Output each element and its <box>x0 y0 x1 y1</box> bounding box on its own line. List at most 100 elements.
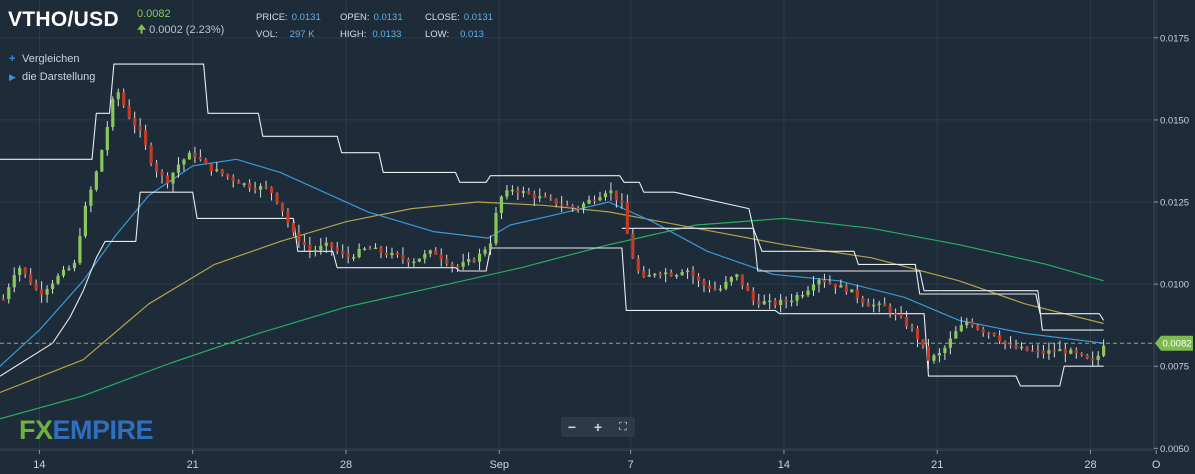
moving-averages <box>0 158 1104 420</box>
display-menu-item[interactable]: ▶ die Darstellung <box>9 71 96 83</box>
price-change: 🠉 0.0002 (2.23%) <box>137 21 224 40</box>
slow-moving-average-line <box>0 217 1104 420</box>
candle-up <box>461 261 465 267</box>
candle-down <box>1008 344 1013 346</box>
candle-up <box>817 279 821 285</box>
candle-down <box>1 299 5 301</box>
candle-up <box>324 242 328 246</box>
candle-up <box>373 247 378 250</box>
candle-up <box>954 331 958 339</box>
candle-down <box>822 279 827 283</box>
candle-up <box>653 273 657 276</box>
x-tick-label: 28 <box>1084 459 1096 471</box>
candle-down <box>275 192 279 203</box>
candle-up <box>685 270 690 273</box>
candle-down <box>981 329 985 333</box>
stat-price: PRICE: 0.0131 <box>256 12 321 23</box>
channel-upper-line <box>0 63 1105 321</box>
candle-down <box>40 289 44 295</box>
candle-down <box>921 339 925 347</box>
candle-up <box>352 257 356 259</box>
candle-up <box>61 269 66 276</box>
compare-menu-item[interactable]: + Vergleichen <box>9 53 80 65</box>
candle-down <box>291 222 296 233</box>
candle-up <box>505 190 509 197</box>
candle-down <box>1091 358 1095 361</box>
candle-down <box>209 163 213 172</box>
candle-down <box>165 175 170 184</box>
candle-down <box>1074 349 1078 354</box>
candle-down <box>154 163 159 172</box>
candle-up <box>111 99 115 127</box>
candle-down <box>866 302 870 307</box>
candle-down <box>620 200 624 203</box>
candle-down <box>614 190 619 201</box>
chart-overlay: 0.0082 <box>0 335 1193 351</box>
candle-down <box>1003 341 1007 345</box>
candle-down <box>642 271 646 277</box>
candle-up <box>877 303 881 305</box>
fullscreen-button[interactable]: ⛶ <box>619 421 627 433</box>
candle-down <box>286 211 290 223</box>
candle-down <box>29 273 33 284</box>
candle-down <box>1036 350 1040 352</box>
candle-up <box>89 189 93 206</box>
candle-down <box>1063 349 1067 354</box>
candle-down <box>828 282 832 284</box>
candle-down <box>1085 355 1089 359</box>
x-tick-label: 7 <box>628 459 634 471</box>
arrow-up-icon: 🠉 <box>137 24 147 36</box>
mid-moving-average-line <box>0 201 1104 394</box>
candle-up <box>182 159 186 165</box>
candle-up <box>488 243 493 250</box>
y-tick-label: 0.0175 <box>1160 33 1189 44</box>
candle-down <box>746 285 750 292</box>
candle-down <box>133 118 137 127</box>
candle-up <box>18 267 22 275</box>
candle-down <box>248 183 252 189</box>
candle-down <box>773 300 777 305</box>
candle-up <box>718 288 723 291</box>
candle-up <box>609 190 613 194</box>
candle-up <box>664 272 668 275</box>
stat-open: OPEN: 0.0131 <box>340 12 403 23</box>
y-tick-label: 0.0125 <box>1160 198 1189 209</box>
candle-down <box>308 245 312 251</box>
candle-down <box>346 253 350 258</box>
candle-down <box>576 207 580 210</box>
zoom-in-button[interactable]: + <box>593 419 603 435</box>
candle-up <box>581 203 586 209</box>
candle-up <box>7 287 11 300</box>
candle-down <box>401 254 405 259</box>
candle-up <box>94 171 98 190</box>
candle-down <box>883 303 887 307</box>
candle-up <box>313 250 317 252</box>
candle-down <box>910 326 914 329</box>
candle-up <box>116 92 120 100</box>
stat-high: HIGH: 0.0133 <box>340 29 402 40</box>
candle-down <box>844 285 848 293</box>
candle-up <box>538 196 542 199</box>
candle-down <box>987 332 991 335</box>
candle-up <box>1096 355 1100 361</box>
candle-down <box>231 176 235 181</box>
candle-up <box>215 169 219 172</box>
candle-down <box>992 332 996 336</box>
candle-down <box>899 313 903 317</box>
candle-down <box>384 252 389 256</box>
candle-up <box>494 213 498 244</box>
candle-up <box>779 299 783 305</box>
zoom-out-button[interactable]: − <box>567 419 577 435</box>
candle-down <box>669 272 673 277</box>
candle-up <box>762 301 766 305</box>
candle-down <box>894 313 898 315</box>
candle-down <box>198 156 202 160</box>
candle-down <box>34 283 38 290</box>
candle-down <box>341 250 345 254</box>
candle-up <box>412 261 416 264</box>
candle-down <box>138 126 142 131</box>
candle-down <box>696 276 701 281</box>
candle-up <box>319 245 323 251</box>
